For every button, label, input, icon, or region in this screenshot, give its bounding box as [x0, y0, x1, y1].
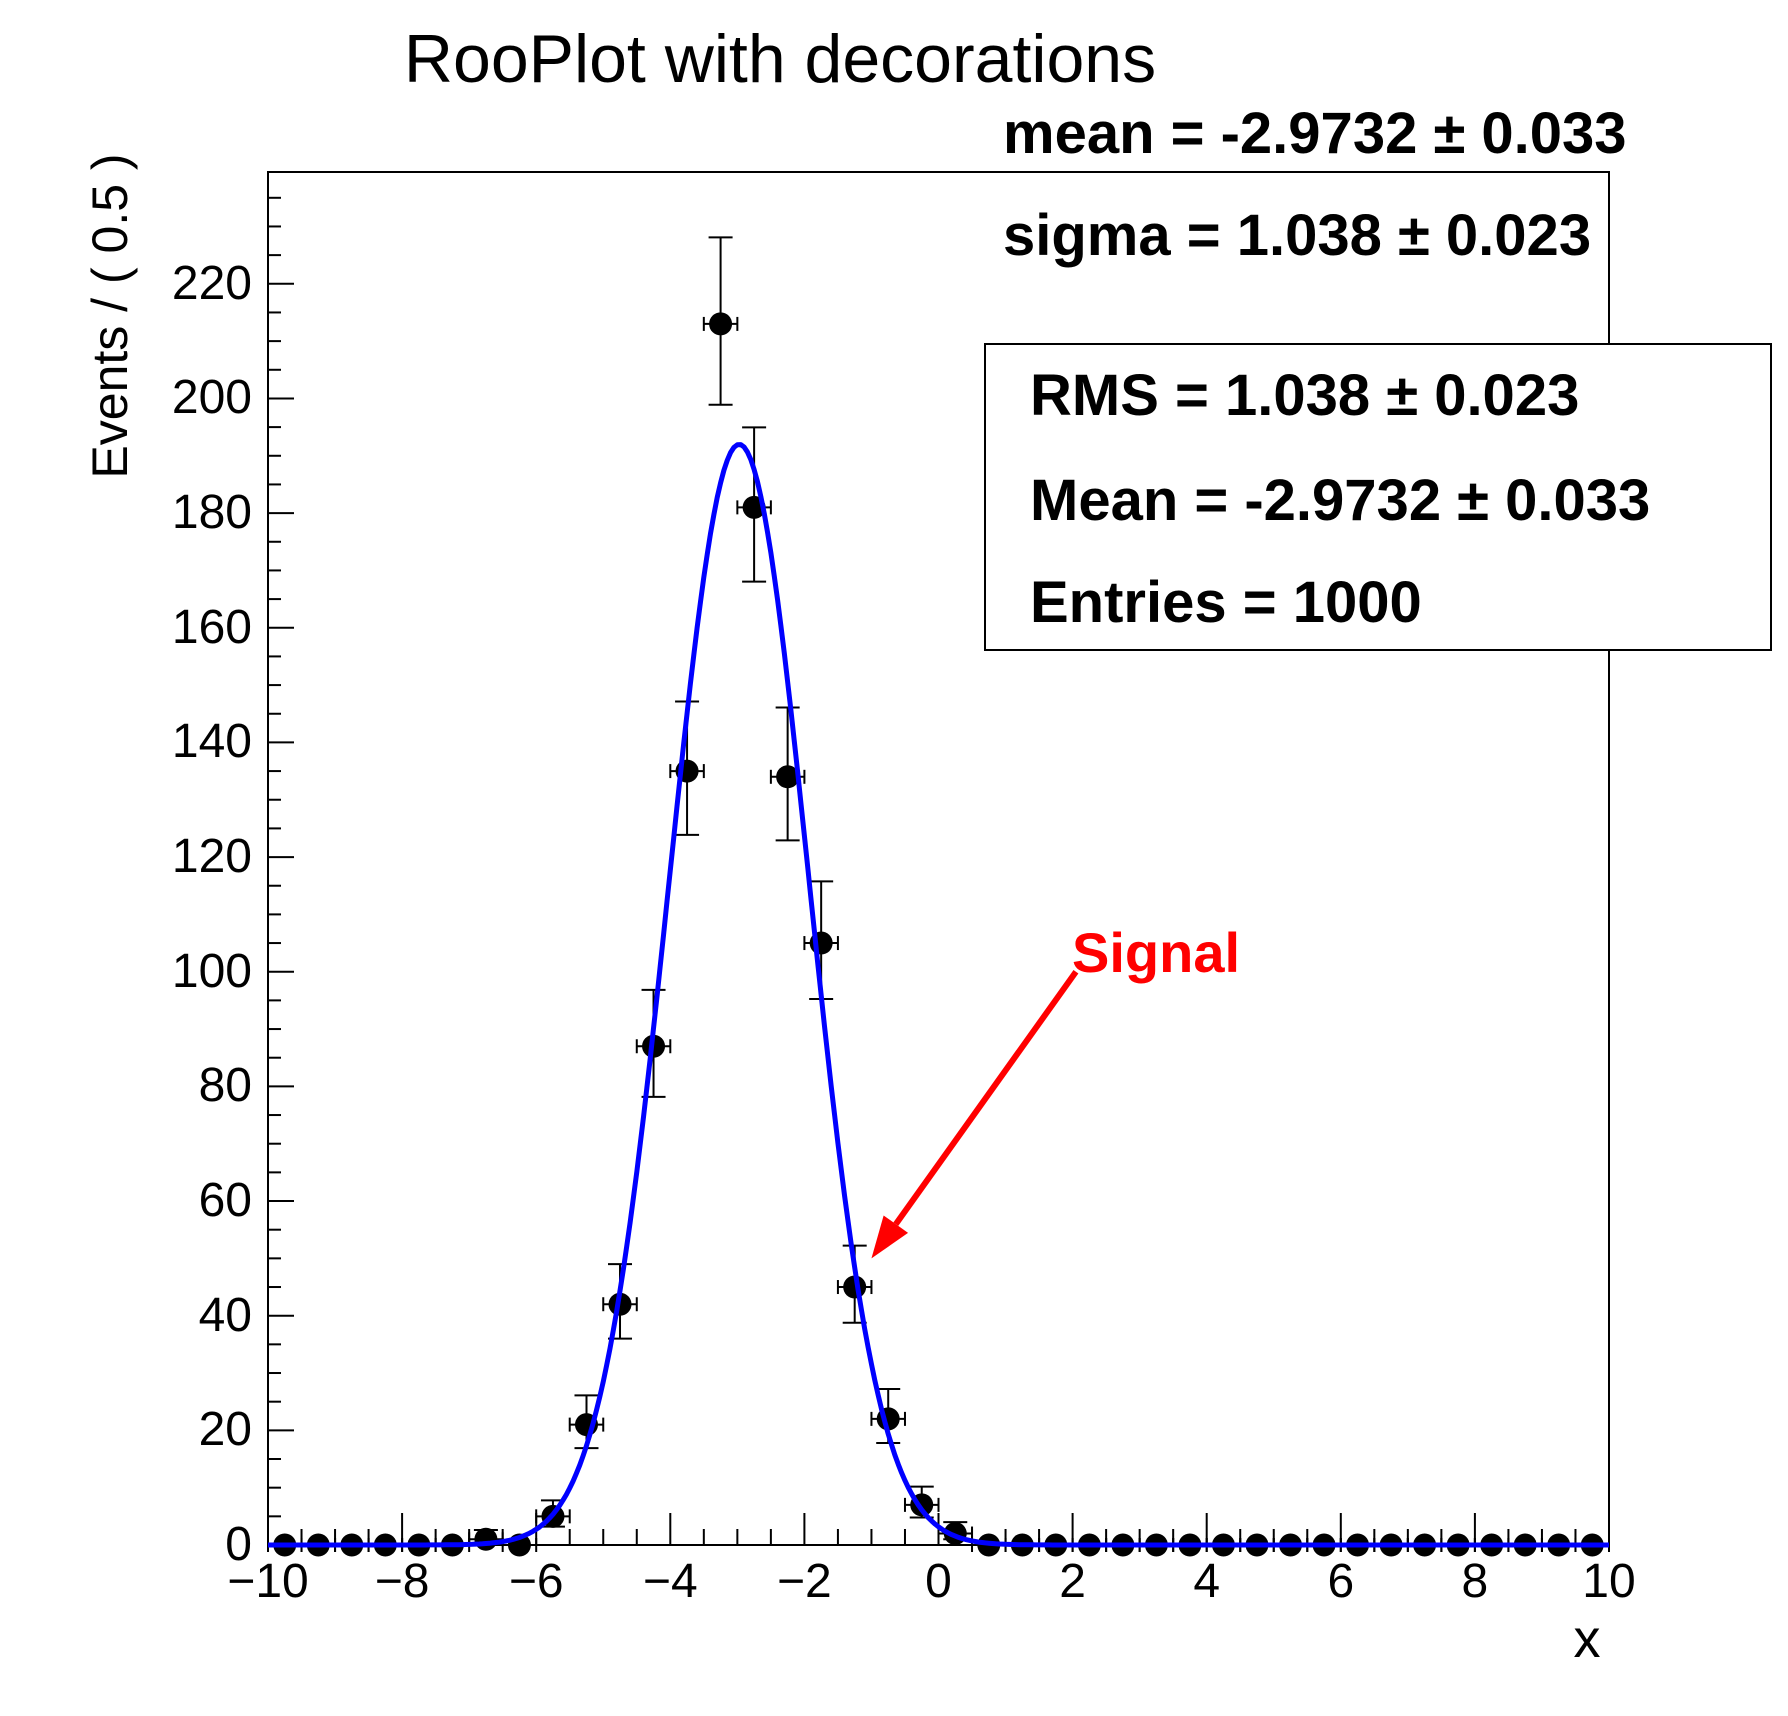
- y-tick-label: 200: [171, 371, 252, 425]
- y-tick-label: 80: [198, 1059, 252, 1113]
- y-tick-label: 20: [198, 1403, 252, 1457]
- y-tick-label: 180: [171, 486, 252, 540]
- fit-param-mean-text: mean = -2.9732 ± 0.033: [1003, 101, 1627, 166]
- x-tick-label: −8: [374, 1555, 430, 1608]
- y-tick-label: 120: [171, 830, 252, 884]
- y-axis-title: Events / ( 0.5 ): [82, 153, 138, 479]
- x-axis-title: x: [1573, 1609, 1601, 1669]
- x-tick-label: −4: [642, 1555, 698, 1608]
- y-tick-label: 40: [198, 1288, 252, 1342]
- fit-param-sigma-text: sigma = 1.038 ± 0.023: [1003, 203, 1592, 268]
- x-tick-label: 4: [1193, 1555, 1221, 1608]
- y-tick-label: 160: [171, 600, 252, 654]
- fit-curve: [268, 442, 1609, 1548]
- plot-title: RooPlot with decorations: [403, 21, 1157, 97]
- data-point: [474, 1527, 498, 1551]
- y-tick-label: 140: [171, 715, 252, 769]
- x-tick-label: −2: [777, 1555, 832, 1608]
- stats-box: RMS = 1.038 ± 0.023 Mean = -2.9732 ± 0.0…: [984, 343, 1772, 651]
- y-tick-label: 60: [198, 1174, 252, 1228]
- y-tick-label: 100: [171, 944, 252, 998]
- y-tick-label: 220: [171, 256, 252, 310]
- signal-arrow-line: [893, 969, 1079, 1226]
- data-point: [709, 312, 733, 336]
- x-tick-label: 0: [925, 1555, 952, 1608]
- x-tick-label: −10: [227, 1555, 309, 1608]
- y-tick-label: 0: [225, 1518, 252, 1571]
- x-tick-label: 10: [1582, 1555, 1636, 1608]
- data-point: [776, 765, 800, 789]
- signal-annotation-label: Signal: [1072, 921, 1241, 984]
- x-tick-label: 6: [1327, 1555, 1355, 1608]
- x-tick-label: 8: [1461, 1555, 1489, 1608]
- stats-rms-text: RMS = 1.038 ± 0.023: [1030, 363, 1580, 428]
- signal-arrow-head: [871, 1215, 909, 1259]
- x-tick-label: 2: [1059, 1555, 1086, 1608]
- stats-mean-text: Mean = -2.9732 ± 0.033: [1030, 468, 1651, 533]
- stats-entries-text: Entries = 1000: [1030, 570, 1422, 635]
- x-tick-label: −6: [508, 1555, 564, 1608]
